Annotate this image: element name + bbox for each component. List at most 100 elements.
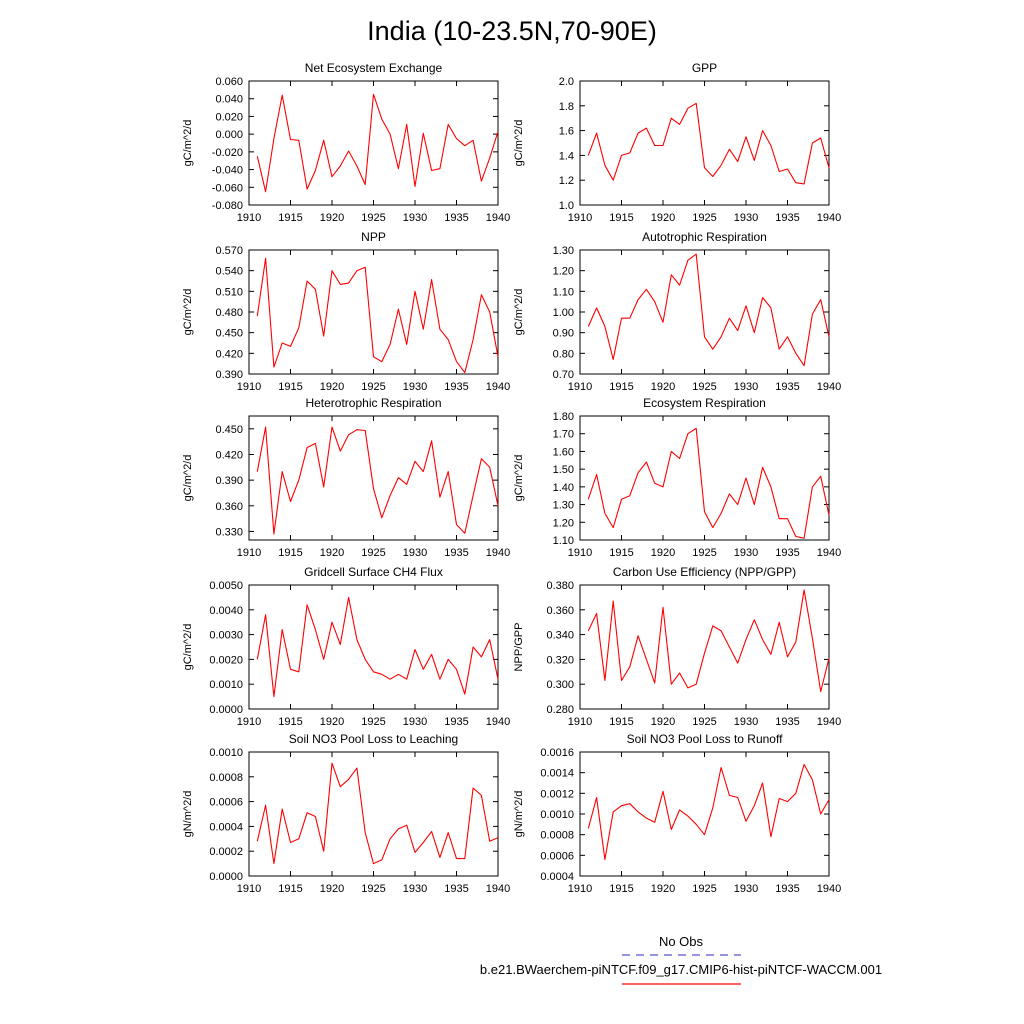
y-tick-label: 1.10 <box>553 535 574 547</box>
x-tick-label: 1920 <box>651 212 675 224</box>
y-tick-label: 0.450 <box>215 424 243 436</box>
plot-frame <box>579 415 830 541</box>
x-tick-label: 1930 <box>734 212 758 224</box>
x-tick-label: 1930 <box>403 212 427 224</box>
y-tick-label: 1.00 <box>553 307 574 319</box>
series-line <box>587 763 830 861</box>
y-tick-label: 1.4 <box>559 150 574 162</box>
y-tick-label: 1.0 <box>559 200 574 212</box>
x-tick-label: 1935 <box>444 212 468 224</box>
panel-title: Ecosystem Respiration <box>643 396 766 410</box>
y-tick-label: 1.30 <box>553 500 574 512</box>
y-tick-label: 0.420 <box>215 449 243 461</box>
panel-title: Carbon Use Efficiency (NPP/GPP) <box>613 565 796 579</box>
x-tick-label: 1930 <box>734 883 758 895</box>
panels-group: Net Ecosystem Exchange 1910 1915 1920 1925 19… <box>182 61 841 895</box>
y-tick-label: 0.0020 <box>209 654 243 666</box>
y-tick-label: 1.6 <box>559 126 574 138</box>
y-tick-label: 0.0000 <box>209 871 243 883</box>
y-tick-label: 1.10 <box>553 286 574 298</box>
panel-title: Gridcell Surface CH4 Flux <box>304 565 443 579</box>
x-tick-label: 1930 <box>734 381 758 393</box>
x-tick-label: 1910 <box>237 381 261 393</box>
panel-title: Autotrophic Respiration <box>642 230 767 244</box>
y-tick-label: 0.0030 <box>209 630 243 642</box>
x-tick-label: 1925 <box>361 212 385 224</box>
panel-7: Gridcell Surface CH4 Flux 1910 1915 1920 192… <box>182 565 510 728</box>
x-tick-label: 1910 <box>568 381 592 393</box>
x-tick-label: 1935 <box>444 883 468 895</box>
panel-2: GPP 1910 1915 1920 1925 1930 1935 1940 1.0 1.2 1.4… <box>513 61 841 224</box>
x-tick-label: 1940 <box>486 716 510 728</box>
y-tick-label: 1.60 <box>553 446 574 458</box>
y-tick-label: 0.480 <box>215 307 243 319</box>
x-tick-label: 1940 <box>486 212 510 224</box>
panel-title: Soil NO3 Pool Loss to Runoff <box>627 732 784 746</box>
plot-frame <box>248 751 499 877</box>
y-tick-label: 0.0010 <box>540 809 574 821</box>
x-tick-label: 1940 <box>817 212 841 224</box>
x-tick-label: 1915 <box>278 716 302 728</box>
y-tick-label: 0.0016 <box>540 747 574 759</box>
panel-title: Soil NO3 Pool Loss to Leaching <box>289 732 458 746</box>
x-tick-label: 1935 <box>775 212 799 224</box>
y-tick-label: -0.040 <box>212 165 243 177</box>
x-tick-label: 1915 <box>609 716 633 728</box>
y-tick-label: 0.0006 <box>209 797 243 809</box>
panel-3: NPP 1910 1915 1920 1925 1930 1935 1940 0.390 0.42… <box>182 230 510 393</box>
y-tick-label: 1.20 <box>553 266 574 278</box>
x-tick-label: 1920 <box>320 212 344 224</box>
y-axis-label: gC/m^2/d <box>513 289 525 336</box>
y-tick-label: 0.540 <box>215 266 243 278</box>
plot-frame <box>579 249 830 375</box>
panel-10: Soil NO3 Pool Loss to Runoff 1910 1915 1920… <box>513 732 841 895</box>
x-tick-label: 1940 <box>817 547 841 559</box>
x-tick-label: 1935 <box>775 547 799 559</box>
y-tick-label: -0.060 <box>212 182 243 194</box>
y-tick-label: 0.360 <box>215 501 243 513</box>
x-tick-label: 1920 <box>320 716 344 728</box>
y-tick-label: 0.000 <box>215 129 243 141</box>
x-tick-label: 1940 <box>486 381 510 393</box>
y-tick-label: 0.0004 <box>209 821 243 833</box>
panel-title: Net Ecosystem Exchange <box>305 61 443 75</box>
y-tick-label: 1.50 <box>553 464 574 476</box>
x-tick-label: 1915 <box>609 212 633 224</box>
x-tick-label: 1915 <box>609 547 633 559</box>
x-tick-label: 1925 <box>361 716 385 728</box>
y-tick-label: 0.060 <box>215 76 243 88</box>
y-axis-label: gC/m^2/d <box>182 624 194 671</box>
y-tick-label: 0.0014 <box>540 768 574 780</box>
x-tick-label: 1910 <box>568 716 592 728</box>
y-axis-label: gC/m^2/d <box>182 120 194 167</box>
x-tick-label: 1930 <box>734 547 758 559</box>
page-title: India (10-23.5N,70-90E) <box>367 16 657 46</box>
x-tick-label: 1915 <box>278 212 302 224</box>
y-tick-label: 0.380 <box>546 580 574 592</box>
y-tick-label: 0.80 <box>553 348 574 360</box>
y-tick-label: 0.0008 <box>209 772 243 784</box>
legend-obs-label: No Obs <box>659 934 704 949</box>
panel-5: Heterotrophic Respiration 1910 1915 1920 192… <box>182 396 510 559</box>
y-tick-label: 0.510 <box>215 286 243 298</box>
x-tick-label: 1915 <box>278 883 302 895</box>
series-line <box>587 589 830 693</box>
legend: No Obs b.e21.BWaerchem-piNTCF.f09_g17.CM… <box>480 934 882 985</box>
x-tick-label: 1910 <box>568 212 592 224</box>
x-tick-label: 1915 <box>609 381 633 393</box>
x-tick-label: 1930 <box>403 381 427 393</box>
y-axis-label: gN/m^2/d <box>513 791 525 838</box>
x-tick-label: 1920 <box>320 883 344 895</box>
x-tick-label: 1935 <box>775 381 799 393</box>
x-tick-label: 1910 <box>237 547 261 559</box>
x-tick-label: 1925 <box>692 883 716 895</box>
x-tick-label: 1915 <box>278 381 302 393</box>
y-axis-label: gC/m^2/d <box>513 455 525 502</box>
y-tick-label: 0.360 <box>546 605 574 617</box>
panel-title: GPP <box>692 61 717 75</box>
y-tick-label: 1.40 <box>553 482 574 494</box>
series-line <box>587 253 830 367</box>
x-tick-label: 1920 <box>651 547 675 559</box>
x-tick-label: 1915 <box>278 547 302 559</box>
x-tick-label: 1935 <box>444 547 468 559</box>
